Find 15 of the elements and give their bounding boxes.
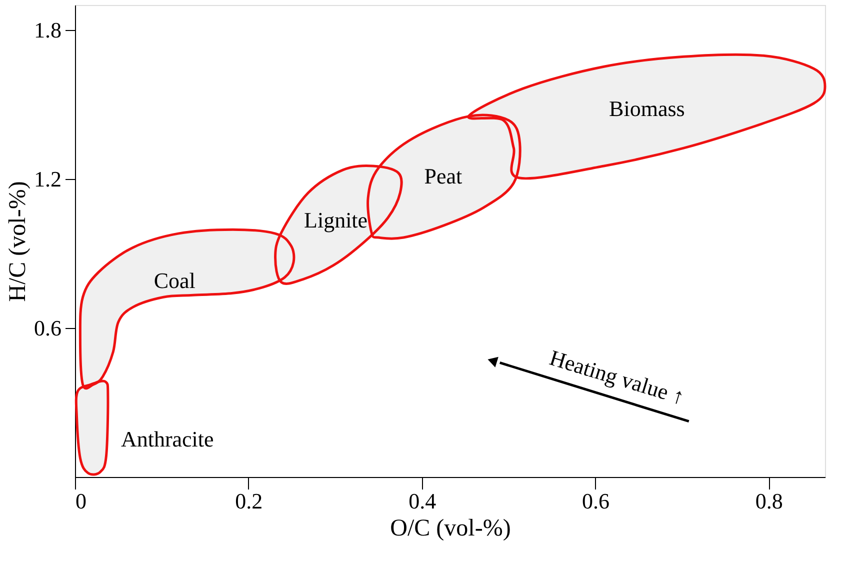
x-tick-label: 0.4 — [408, 488, 436, 514]
x-tick-label: 0.6 — [582, 488, 610, 514]
x-tick-label: 0.8 — [755, 488, 783, 514]
series-label: Biomass — [609, 96, 685, 122]
x-axis-title: O/C (vol-%) — [390, 516, 511, 542]
series-label: Coal — [154, 268, 196, 293]
series-label: Anthracite — [120, 426, 214, 452]
y-axis-title: H/C (vol-%) — [5, 181, 31, 302]
y-tick-label: 1.2 — [34, 166, 62, 192]
x-tick-label: 0.2 — [235, 488, 263, 514]
y-tick-label: 1.8 — [34, 17, 62, 42]
series-label: Peat — [424, 164, 462, 189]
series-label: Lignite — [304, 208, 368, 233]
x-tick-label: 0 — [76, 488, 86, 514]
y-tick-label: 0.6 — [34, 315, 62, 340]
